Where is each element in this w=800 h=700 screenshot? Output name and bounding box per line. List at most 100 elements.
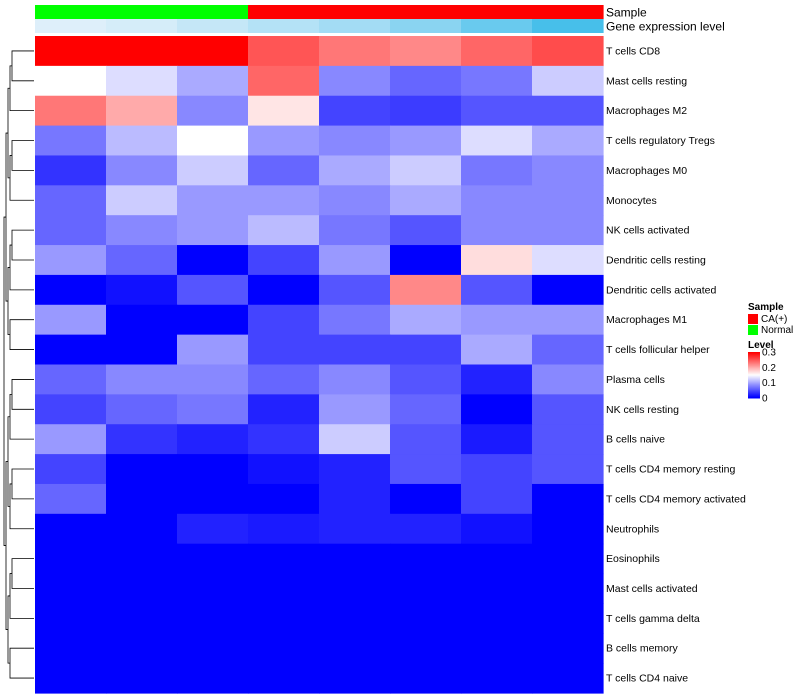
heatmap-cell [248,215,320,246]
heatmap-cell [532,304,604,336]
expression-annotation-cell [390,19,462,33]
expression-annotation-cell [248,19,320,33]
heatmap-cell [319,424,391,455]
heatmap-cell [461,543,533,575]
heatmap-cell [461,513,533,545]
legend-sample-label: CA(+) [761,314,787,325]
legend-gradient-step [748,394,760,397]
heatmap-cell [248,185,320,216]
heatmap-cell [532,424,604,455]
heatmap-cell [106,364,178,395]
legend-gradient-step [748,396,760,399]
heatmap-cell [461,125,533,157]
heatmap-cell [319,454,391,485]
heatmap-cell [390,334,462,366]
heatmap-cell [390,543,462,575]
heatmap-cell [248,483,320,515]
heatmap-cell [106,185,178,216]
heatmap-cell [248,543,320,575]
heatmap-cell [461,424,533,455]
heatmap-cell [390,483,462,515]
legend-level-title: Level [748,340,774,351]
heatmap-cell [390,364,462,395]
heatmap-cell [319,274,391,306]
dendrogram-branch [11,468,34,500]
heatmap-cell [532,573,604,605]
row-dendrogram [3,50,34,679]
heatmap-cell [319,633,391,664]
legend-gradient-step [748,352,760,354]
legend-gradient-step [748,386,760,389]
heatmap-cell [248,513,320,545]
heatmap-cell [532,95,604,127]
heatmap-cell [319,155,391,186]
legend-gradient-step [748,388,760,391]
legend-swatch [748,314,758,324]
heatmap-cell [177,513,249,545]
legend-gradient-step [748,373,760,376]
heatmap-cell [35,334,107,366]
heatmap-cell [177,125,249,157]
heatmap-cell [319,513,391,545]
heatmap-cell [35,394,107,425]
heatmap-cell [390,573,462,605]
legend-level-tick: 0 [762,394,768,405]
heatmap-cell [177,274,249,306]
heatmap-cell [248,155,320,186]
heatmap-cell [319,483,391,515]
heatmap-cell [532,334,604,366]
heatmap-cell [248,304,320,336]
legend-gradient-step [748,387,760,390]
legend-gradient-step [748,366,760,369]
heatmap-cell [177,215,249,246]
heatmap-cell [177,394,249,425]
dendrogram-branch [11,140,34,171]
heatmap-cell [532,155,604,186]
heatmap-cell [319,334,391,366]
heatmap-cell [532,454,604,485]
legend-gradient-step [748,376,760,378]
row-label: Mast cells activated [606,583,698,595]
row-label: NK cells activated [606,225,690,237]
heatmap-cell [248,603,320,634]
heatmap-cell [461,663,533,694]
heatmap-cell [248,633,320,664]
legend-gradient-step [748,364,760,367]
heatmap-cell [248,125,320,157]
row-label: T cells CD4 memory activated [606,493,746,505]
heatmap-cell [532,65,604,97]
legend-gradient-step [748,379,760,382]
heatmap-cell [248,334,320,366]
annotation-label: Gene expression level [606,20,725,34]
dendrogram-branch [11,558,34,589]
legend-gradient-step [748,362,760,364]
heatmap-cell [177,424,249,455]
heatmap-cell [35,424,107,455]
heatmap-cell [35,304,107,336]
heatmap-cell [106,304,178,336]
row-label: Macrophages M1 [606,314,687,326]
row-label: T cells follicular helper [606,344,710,356]
heatmap-cell [248,274,320,306]
sample-annotation-cell [532,5,604,19]
legend-gradient-step [748,356,760,359]
heatmap-cell [248,36,320,67]
heatmap-cell [532,125,604,157]
heatmap-cells [35,36,604,694]
heatmap-cell [532,483,604,515]
heatmap-cell [532,394,604,425]
heatmap-cell [532,633,604,664]
heatmap-cell [532,274,604,306]
heatmap-cell [106,95,178,127]
heatmap-cell [106,334,178,366]
heatmap-cell [248,95,320,127]
legend-gradient-step [748,371,760,374]
heatmap-cell [177,543,249,575]
legend-gradient-step [748,381,760,384]
heatmap-cell [532,185,604,216]
legend-gradient-step [748,375,760,377]
heatmap-cell [177,185,249,216]
legend-gradient-step [748,370,760,373]
heatmap-cell [461,245,533,276]
